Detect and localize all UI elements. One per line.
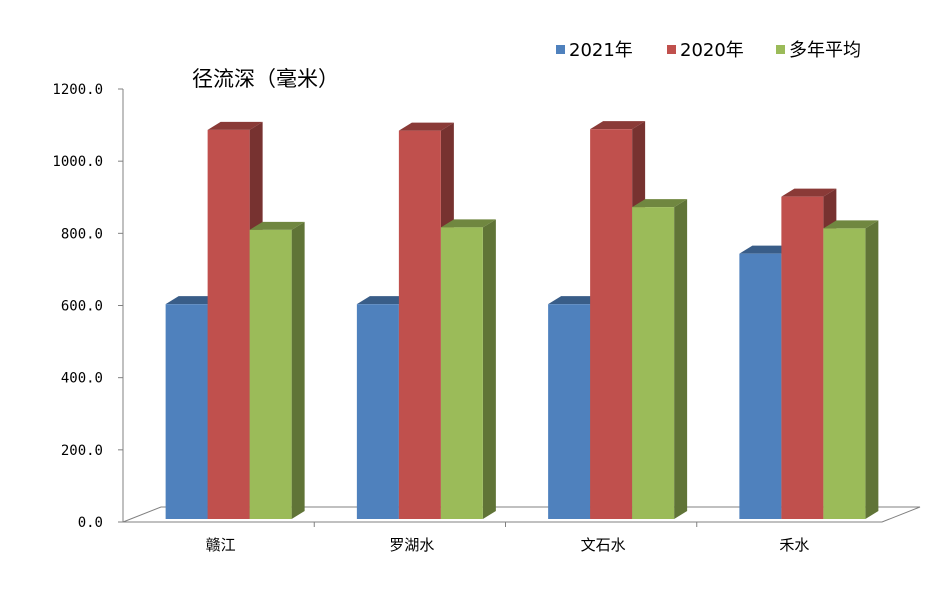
legend-label: 2021年 [569, 40, 633, 61]
legend-item: 2021年 [556, 40, 633, 61]
bar [632, 199, 688, 519]
category-label: 禾水 [779, 536, 809, 554]
bar [440, 219, 496, 519]
bar [249, 221, 305, 520]
bar [823, 220, 879, 519]
category-labels: 赣江 罗湖水 文石水 禾水 [206, 536, 810, 554]
y-tick-label: 600.0 [61, 299, 103, 315]
category-label: 文石水 [581, 536, 626, 554]
legend-swatch [556, 45, 565, 54]
y-tick-label: 800.0 [61, 226, 103, 242]
y-tick-label: 200.0 [61, 443, 103, 459]
bars [165, 121, 879, 520]
legend-swatch [667, 45, 676, 54]
legend: 2021年 2020年 多年平均 [556, 40, 861, 61]
y-tick-label: 0.0 [78, 515, 103, 531]
legend-item: 多年平均 [776, 40, 861, 61]
y-tick-label: 1200.0 [52, 82, 103, 98]
y-tick-label: 400.0 [61, 371, 103, 387]
y-tick-labels: 0.0 200.0 400.0 600.0 800.0 1000.0 1200.0 [52, 82, 103, 531]
category-label: 罗湖水 [389, 536, 434, 554]
y-axis-label: 径流深（毫米） [192, 67, 339, 91]
bar [207, 121, 263, 519]
legend-label: 2020年 [680, 40, 744, 61]
legend-item: 2020年 [667, 40, 744, 61]
category-label: 赣江 [206, 536, 236, 554]
legend-label: 多年平均 [789, 40, 861, 61]
legend-swatch [776, 45, 785, 54]
axes [118, 88, 882, 527]
y-tick-label: 1000.0 [52, 154, 103, 170]
